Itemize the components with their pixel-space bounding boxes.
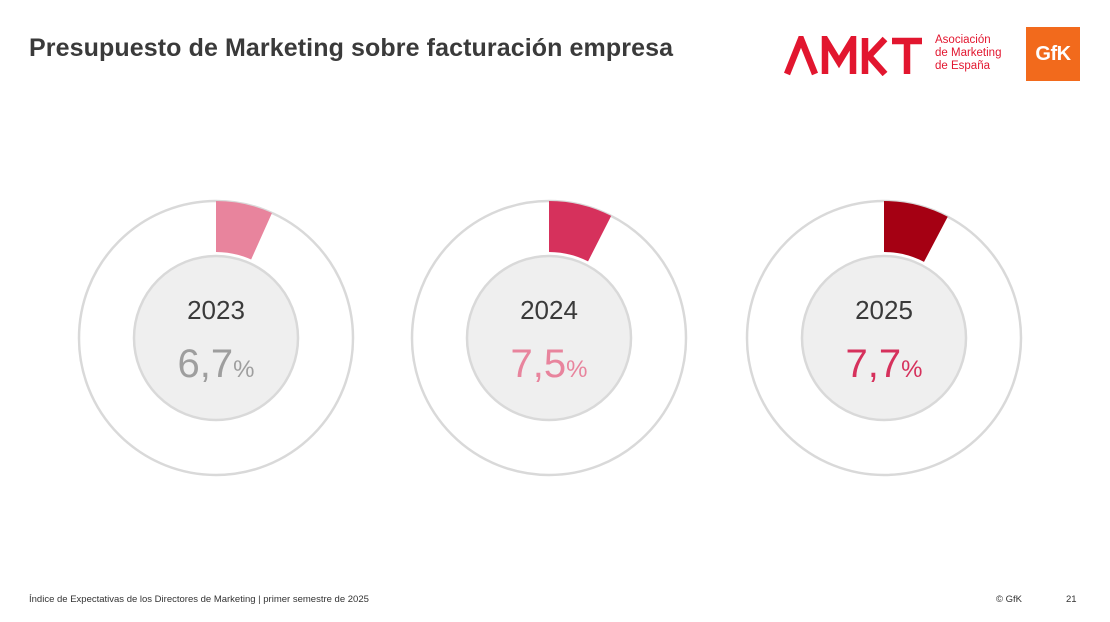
donut-center [800, 254, 968, 422]
donut-2024: 2024 7,5% [410, 199, 688, 477]
value-number: 7,7 [846, 342, 902, 386]
value-unit: % [566, 356, 587, 383]
donut-segment [216, 201, 272, 260]
year-label: 2024 [520, 295, 578, 325]
amkt-subtitle-line: de Marketing [935, 47, 1002, 59]
donut-segment [884, 201, 948, 262]
year-label: 2025 [855, 295, 913, 325]
value-unit: % [233, 356, 254, 383]
value-label: 7,5% [511, 342, 588, 386]
amkt-subtitle-line: Asociación [935, 34, 991, 46]
gfk-logo-text: GfK [1035, 42, 1071, 65]
page-number: 21 [1066, 594, 1077, 605]
page-title: Presupuesto de Marketing sobre facturaci… [29, 34, 674, 62]
donut-2025: 2025 7,7% [745, 199, 1023, 477]
value-unit: % [901, 356, 922, 383]
donut-segment [549, 201, 612, 262]
donut-2023: 2023 6,7% [77, 199, 355, 477]
donut-center [465, 254, 633, 422]
value-number: 7,5 [511, 342, 567, 386]
gfk-logo: GfK [1026, 27, 1080, 81]
amkt-subtitle: Asociación de Marketing de España [935, 34, 1001, 73]
value-label: 6,7% [178, 342, 255, 386]
amkt-subtitle-line: de España [935, 60, 990, 72]
amkt-logo [784, 36, 922, 76]
donut-center [132, 254, 300, 422]
footer-source: Índice de Expectativas de los Directores… [29, 594, 369, 605]
footer-copyright: © GfK [996, 594, 1023, 605]
year-label: 2023 [187, 295, 245, 325]
value-label: 7,7% [846, 342, 923, 386]
value-number: 6,7 [178, 342, 234, 386]
